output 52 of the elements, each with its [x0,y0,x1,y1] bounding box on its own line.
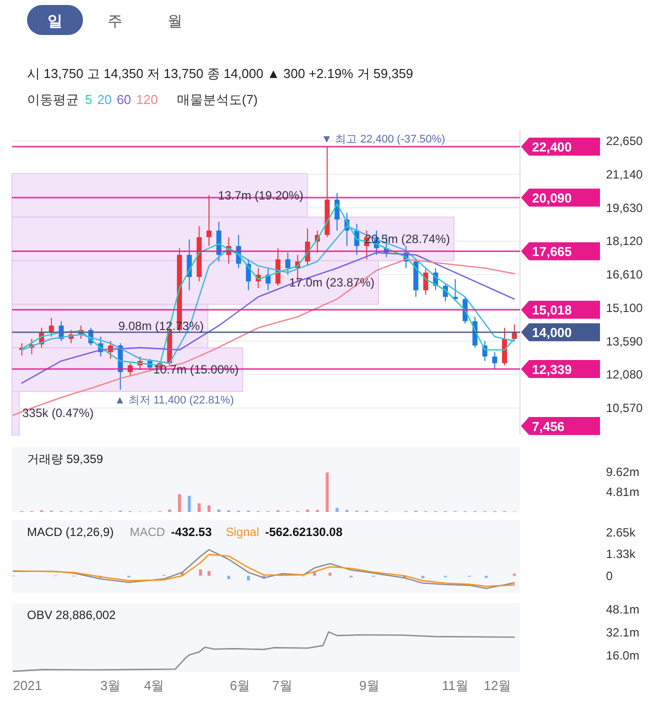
chart-title: 매물분석도(7) [176,92,258,107]
ref-line-label: 17,665 [532,244,572,260]
chart-title: 시 13,750 고 14,350 저 13,750 종 14,000 ▲ 300 +2.19% 거 59,359 [27,66,414,81]
y-tick-label: 48.1m [606,602,640,617]
ref-line-label: 12,339 [532,362,572,377]
x-tick-label: 11월 [442,678,469,693]
ref-line-label: 22,400 [532,140,572,155]
y-tick-label: 9.62m [606,464,640,479]
y-tick-label: 16.0m [606,648,640,663]
text: 60 [116,92,132,107]
annotation: ▼ 최고 22,400 (-37.50%) [321,134,446,146]
series-label: Signal [226,525,260,539]
ref-line-label: 20,090 [532,190,572,206]
data-label: 335k (0.47%) [22,406,94,420]
text: 120 [136,92,158,107]
text: 월 [168,13,182,30]
annotation: ▲ 최저 11,400 (22.81%) [114,394,234,407]
y-tick-label: 0 [606,568,613,583]
text: 20 [97,92,112,107]
y-tick-label: 2.65k [606,525,636,540]
y-tick-label: 21,140 [606,167,644,182]
text: 일 [48,13,62,30]
y-tick-label: 10,570 [606,401,644,416]
text: MACD [130,525,166,539]
annotation: -562.62130.08 [265,525,343,539]
y-tick-label: 32.1m [606,626,640,640]
x-tick-label: 7월 [272,678,292,693]
chart-title: MACD (12,26,9) [27,525,114,539]
text: 5 [85,92,92,107]
text: 7,456 [532,419,565,434]
ref-line-label: 14,000 [532,325,572,340]
chart-title: OBV 28,886,002 [27,608,116,622]
x-tick-label: 6월 [230,678,250,693]
text: 주 [108,13,122,30]
x-tick-label: 3월 [100,678,121,693]
chart-title: 거래량 59,359 [27,452,104,466]
x-tick-label: 4월 [144,678,164,693]
x-tick-label: 12월 [484,678,512,693]
chart-subtitle: 이동평균 [27,92,79,107]
y-tick-label: 1.33k [606,546,636,561]
ref-line-label: 15,018 [532,302,572,318]
y-tick-label: 16,610 [606,268,644,282]
y-tick-label: 18,120 [606,234,644,248]
annotation: -432.53 [171,525,212,539]
y-tick-label: 19,630 [606,200,644,215]
y-tick-label: 15,100 [606,300,644,315]
y-tick-label: 13,590 [606,334,644,348]
x-tick-label: 2021 [13,678,42,693]
x-tick-label: 9월 [359,678,380,693]
y-tick-label: 22,650 [606,134,644,148]
y-tick-label: 4.81m [606,484,640,499]
y-tick-label: 12,080 [606,368,644,382]
